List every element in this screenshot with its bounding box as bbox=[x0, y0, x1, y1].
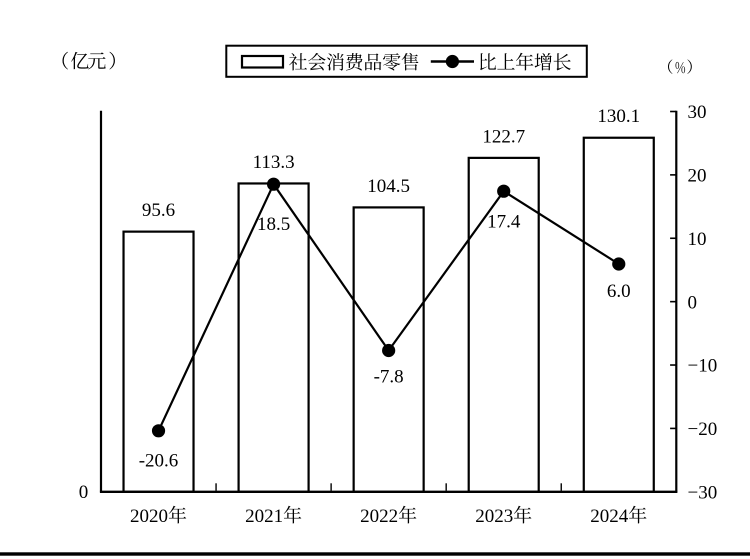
svg-text:17.4: 17.4 bbox=[487, 211, 521, 232]
svg-text:2021: 2021 bbox=[245, 506, 283, 527]
svg-text:2023: 2023 bbox=[475, 506, 513, 527]
svg-text:0: 0 bbox=[79, 482, 89, 503]
svg-text:2024: 2024 bbox=[590, 506, 629, 527]
svg-text:-7.8: -7.8 bbox=[374, 367, 404, 388]
svg-text:−30: −30 bbox=[688, 482, 718, 503]
svg-text:−20: −20 bbox=[688, 419, 718, 440]
svg-text:20: 20 bbox=[688, 165, 707, 186]
svg-text:122.7: 122.7 bbox=[482, 126, 525, 147]
svg-text:104.5: 104.5 bbox=[367, 176, 410, 197]
svg-text:2022: 2022 bbox=[360, 506, 398, 527]
svg-text:30: 30 bbox=[688, 102, 707, 123]
svg-text:130.1: 130.1 bbox=[597, 106, 640, 127]
svg-text:0: 0 bbox=[688, 292, 698, 313]
svg-text:6.0: 6.0 bbox=[607, 281, 631, 302]
svg-text:10: 10 bbox=[688, 229, 707, 250]
svg-text:18.5: 18.5 bbox=[257, 214, 290, 235]
svg-text:−10: −10 bbox=[688, 356, 718, 377]
svg-text:95.6: 95.6 bbox=[142, 200, 175, 221]
svg-text:2020: 2020 bbox=[130, 506, 168, 527]
svg-text:113.3: 113.3 bbox=[253, 152, 295, 173]
svg-text:-20.6: -20.6 bbox=[139, 450, 179, 471]
